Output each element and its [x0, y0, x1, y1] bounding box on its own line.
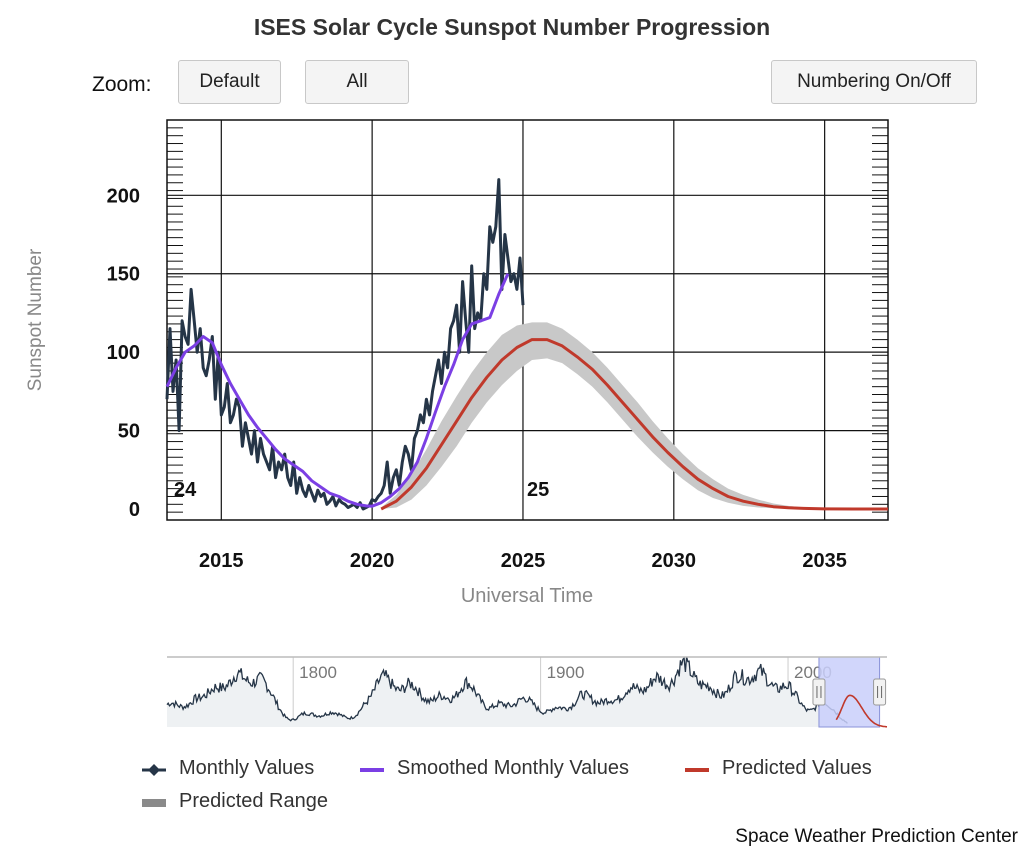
y-tick-label: 200 [107, 185, 140, 207]
legend-monthly-symbol [142, 764, 166, 776]
navigator-tick-label: 1800 [299, 663, 337, 682]
chart-title: ISES Solar Cycle Sunspot Number Progress… [253, 14, 771, 40]
legend-smoothed-symbol [360, 768, 384, 772]
y-tick-label: 100 [107, 342, 140, 364]
legend-smoothed-label: Smoothed Monthly Values [397, 757, 629, 779]
zoom-label: Zoom: [92, 73, 152, 96]
legend-predicted-symbol [685, 768, 709, 772]
plot-frame [166, 119, 889, 521]
cycle-label: 24 [174, 479, 197, 501]
cycle-label: 25 [527, 479, 549, 501]
y-tick-label: 50 [118, 421, 140, 443]
x-tick-label: 2030 [652, 550, 697, 572]
main-chart[interactable]: 0 50 100 150 200 2015 2020 2025 2030 2035 24 25 [0, 0, 1024, 640]
monthly-values-line [165, 178, 525, 511]
legend: Monthly Values Smoothed Monthly Values P… [142, 757, 902, 817]
legend-range-label: Predicted Range [179, 790, 328, 812]
zoom-default-button[interactable]: Default [178, 60, 281, 104]
navigator-series-line [166, 656, 848, 724]
predicted-values-line [380, 338, 888, 511]
legend-monthly-label: Monthly Values [179, 757, 315, 779]
navigator-right-handle[interactable] [873, 678, 887, 706]
y-tick-labels: 0 50 100 150 200 [107, 185, 140, 521]
navigator-selection-window [818, 656, 881, 728]
x-axis-label: Universal Time [460, 585, 594, 607]
navigator-chart[interactable]: 1800 1900 2000 [0, 640, 1024, 750]
x-tick-labels: 2015 2020 2025 2030 2035 [199, 550, 847, 572]
y-tick-label: 0 [129, 499, 140, 521]
smoothed-monthly-values-line [165, 273, 510, 508]
navigator-tick-label: 1900 [547, 663, 585, 682]
navigator-left-handle[interactable] [812, 678, 826, 706]
legend-predicted-label: Predicted Values [722, 757, 872, 779]
y-tick-label: 150 [107, 264, 140, 286]
handle-body [812, 678, 826, 706]
navigator-predicted-line [835, 694, 888, 728]
grid [167, 120, 888, 520]
zoom-all-button[interactable]: All [305, 60, 409, 104]
plot-area [167, 120, 888, 520]
x-tick-label: 2015 [199, 550, 244, 572]
x-tick-label: 2020 [350, 550, 395, 572]
x-tick-label: 2035 [802, 550, 847, 572]
credit-text: Space Weather Prediction Center [735, 826, 1018, 847]
numbering-toggle-button[interactable]: Numbering On/Off [771, 60, 977, 104]
x-tick-label: 2025 [501, 550, 546, 572]
handle-body [873, 678, 887, 706]
legend-range-symbol [142, 799, 166, 807]
